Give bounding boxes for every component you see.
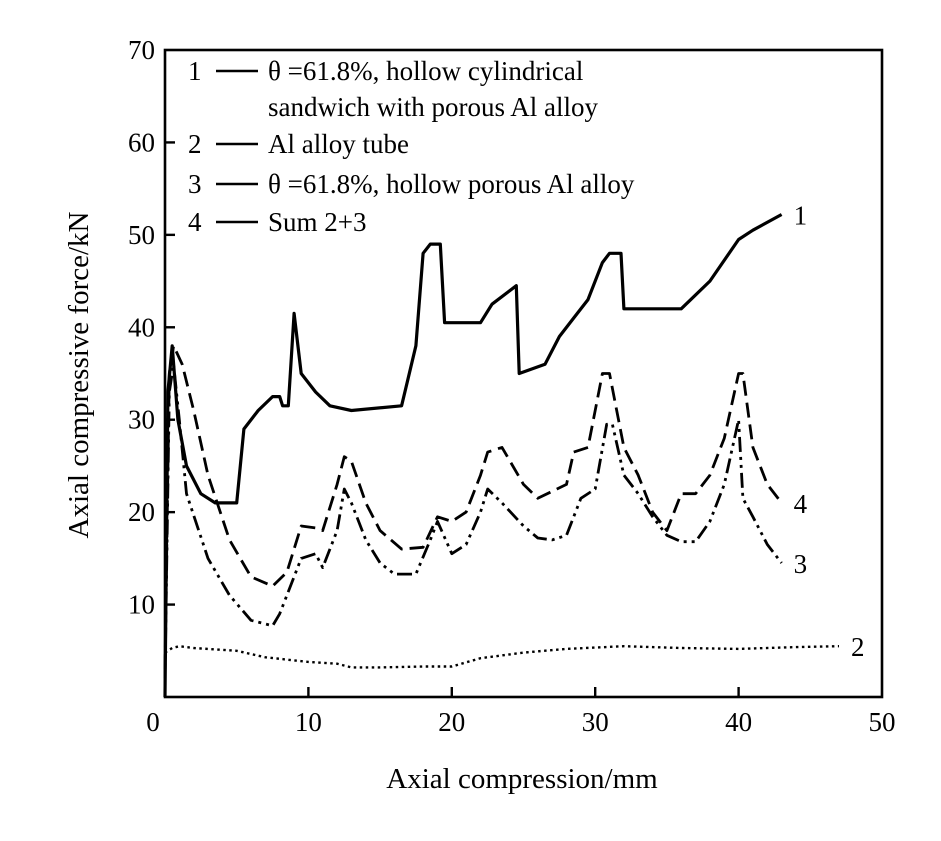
legend-number-3: 3 bbox=[188, 169, 202, 199]
legend: 1 θ =61.8%, hollow cylindrical sandwich wi… bbox=[188, 56, 635, 237]
x-tick-label: 30 bbox=[582, 707, 609, 737]
series-group: 1 2 3 4 bbox=[163, 201, 865, 698]
x-axis-title: Axial compression/mm bbox=[386, 763, 658, 795]
y-tick-label: 50 bbox=[128, 220, 155, 250]
legend-number-1: 1 bbox=[188, 56, 202, 86]
x-tick-label: 0 bbox=[146, 707, 160, 737]
legend-number-4: 4 bbox=[188, 207, 202, 237]
y-tick-label: 60 bbox=[128, 127, 155, 157]
legend-number-2: 2 bbox=[188, 129, 202, 159]
series-3-line bbox=[163, 362, 783, 679]
series-1-end-label: 1 bbox=[794, 201, 808, 231]
series-2-end-label: 2 bbox=[851, 632, 865, 662]
plot-frame bbox=[163, 48, 884, 699]
x-tick-label: 40 bbox=[725, 707, 752, 737]
y-tick-label: 20 bbox=[128, 497, 155, 527]
legend-text-3: θ =61.8%, hollow porous Al alloy bbox=[268, 169, 635, 199]
legend-text-2: Al alloy tube bbox=[268, 129, 409, 159]
y-tick-label: 40 bbox=[128, 312, 155, 342]
legend-text-4: Sum 2+3 bbox=[268, 207, 367, 237]
y-tick-label: 70 bbox=[128, 35, 155, 65]
x-tick-label: 20 bbox=[438, 707, 465, 737]
legend-text-1-line2: sandwich with porous Al alloy bbox=[268, 92, 598, 122]
series-2-line bbox=[164, 645, 840, 669]
x-tick-label: 10 bbox=[295, 707, 322, 737]
series-3-end-label: 3 bbox=[794, 549, 808, 579]
y-tick-label: 30 bbox=[128, 405, 155, 435]
y-tick-label: 10 bbox=[128, 590, 155, 620]
x-tick-label: 50 bbox=[869, 707, 896, 737]
axes: 0 10 20 30 40 50 10 20 30 40 50 60 70 bbox=[128, 35, 896, 737]
series-4-line bbox=[163, 344, 783, 670]
legend-text-1: θ =61.8%, hollow cylindrical bbox=[268, 56, 583, 86]
y-axis-title: Axial compressive force/kN bbox=[63, 211, 95, 538]
series-1-line bbox=[163, 213, 783, 698]
series-4-end-label: 4 bbox=[794, 489, 808, 519]
